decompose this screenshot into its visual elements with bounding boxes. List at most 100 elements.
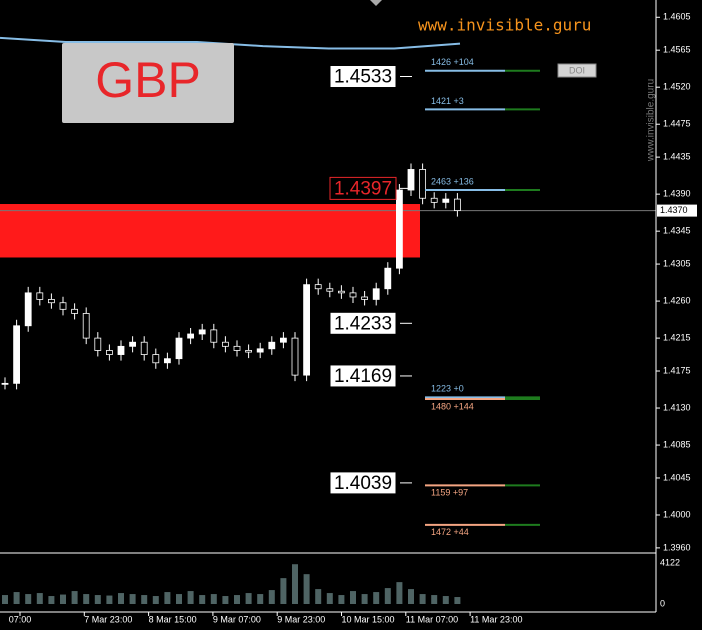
volume-bar [384,588,391,604]
volume-bar [13,592,20,604]
volume-bar [222,596,229,604]
candle-body [303,284,311,376]
volume-bar [303,574,310,604]
candle-body [453,198,461,211]
side-watermark: www.invisible.guru [646,79,657,162]
candle-body [314,284,322,290]
y-tick-label: 1.4260 [663,295,691,305]
level-box [329,65,397,89]
volume-bar [419,594,426,604]
candle-body [395,189,403,269]
candle-body [36,292,44,300]
candle-body [349,292,357,298]
volume-bar [210,594,217,604]
candle-body [430,197,438,203]
candle-body [221,341,229,347]
x-tick-label: 11 Mar 23:00 [470,614,522,624]
y-tick-label: 1.4390 [663,189,691,199]
volume-bar [164,592,171,604]
order-label: 1159 +97 [431,488,468,498]
volume-bar [373,592,380,604]
candle-body [187,333,195,339]
y-tick-label: 1.4130 [663,402,691,412]
symbol-label: GBP [95,52,201,108]
candle-body [407,169,415,191]
candle-body [175,337,183,360]
candle-body [71,308,78,314]
candle-body [48,299,55,304]
candle-body [210,329,218,343]
candle-body [372,288,380,300]
candle-body [337,290,345,294]
volume-bar [2,595,8,604]
volume-bar [60,594,66,604]
x-tick-label: 8 Mar 15:00 [149,614,197,624]
volume-bar [280,578,287,604]
x-tick-label: 07:00 [9,614,32,624]
level-label: 1.4533 [334,67,392,88]
level-label: 1.4169 [334,366,392,387]
volume-bar [118,593,124,604]
candle-body [1,382,9,385]
level-label: 1.4233 [334,313,392,334]
x-tick-label: 9 Mar 23:00 [277,614,325,624]
order-label: 1472 +44 [431,527,469,537]
volume-bar [234,595,240,604]
y-tick-label: 1.4435 [663,152,691,162]
candle-body [384,267,392,290]
candle-body [163,358,171,364]
level-box [329,364,397,388]
y-tick-label: 1.4345 [663,226,691,236]
watermark: www.invisible.guru [418,16,591,35]
volume-bar [454,597,461,604]
y-tick-label: 1.4520 [663,82,691,92]
y-tick-label: 1.4085 [663,439,691,449]
candle-body [326,288,334,292]
candle-body [245,350,253,353]
candle-body [419,169,427,199]
candle-body [442,198,450,203]
candle-body [13,325,21,384]
y-tick-label: 1.4045 [663,472,691,482]
volume-bar [187,591,194,604]
volume-bar [257,594,264,604]
order-label: 1480 +144 [431,401,474,411]
volume-bar [442,596,449,604]
volume-bar [268,590,275,604]
x-tick-label: 11 Mar 07:00 [406,614,458,624]
volume-bar [176,594,182,604]
doi-button[interactable]: DOI [557,63,597,78]
volume-bar [129,594,136,604]
volume-bar [361,594,368,604]
volume-tick-label: 0 [660,598,665,608]
order-label: 2463 +136 [431,176,474,186]
y-tick-label: 1.3960 [663,542,691,552]
scroll-marker [370,0,382,6]
volume-bar [71,591,78,604]
button-frame[interactable] [557,63,597,78]
level-box [329,471,397,495]
level-box [329,311,397,335]
order-label: 1421 +3 [431,96,464,106]
candle-body [94,337,102,351]
volume-bar [315,589,322,604]
candle-body [152,354,160,364]
button-label[interactable]: DOI [569,65,585,75]
candle-body [59,302,67,310]
y-tick-label: 1.4305 [663,258,691,268]
candle-body [140,341,148,355]
volume-bar [350,591,356,604]
volume-bar [36,593,43,604]
candle-body [198,329,206,335]
candle-body [256,348,264,353]
candle-body [233,345,241,351]
volume-bar [106,595,113,604]
x-tick-label: 10 Mar 15:00 [342,614,395,624]
candle-body [117,345,125,355]
volume-bar [83,594,90,604]
level-box [329,176,397,200]
candle-body [279,337,287,343]
volume-bar [94,595,101,604]
plot-area: 1.4533 1.4397 1.4233 1.4169 1.4039 1426 +104 1… [0,36,656,604]
